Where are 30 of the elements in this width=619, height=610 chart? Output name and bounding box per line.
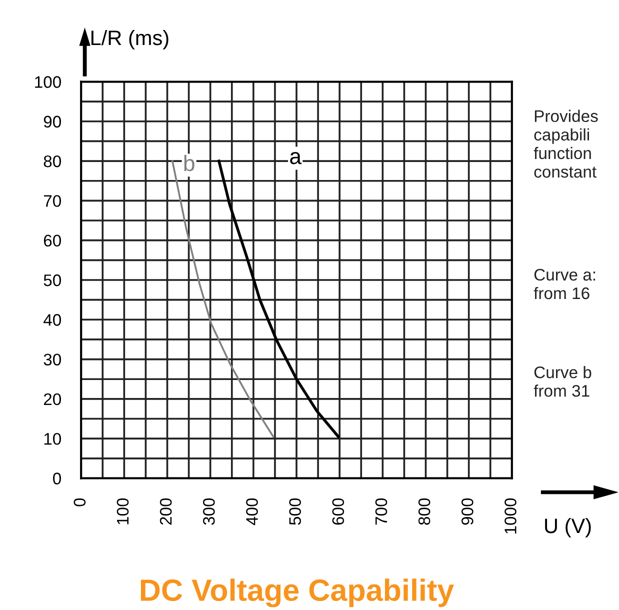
x-tick-label: 600 [332,498,344,525]
text: Curve a: from 16 [534,268,596,300]
x-tick-label: 400 [246,498,258,526]
x-tick-label: 100 [116,498,129,524]
text: Provides capabili function constant [534,110,598,178]
y-tick-label: 40 [43,314,61,326]
x-tick-label: 800 [418,498,430,525]
x-tick-label: 500 [289,498,301,525]
x-tick-label: 300 [203,498,215,525]
y-tick-label: 30 [44,354,61,366]
x-tick-label: 200 [160,498,172,525]
x-tick-label: 1000 [504,498,516,534]
text: Curve b from 31 [534,366,592,397]
y-tick-label: 90 [44,116,61,128]
text: DC Voltage Capability [140,578,454,608]
y-axis-title: L/R (ms) [91,30,168,50]
y-tick-label: 50 [44,274,61,286]
y-tick-label: 0 [53,472,61,484]
text: a [290,152,302,164]
y-tick-label: 20 [44,393,61,406]
x-tick-label: 900 [462,498,474,525]
y-tick-label: 100 [35,76,61,88]
y-tick-label: 10 [44,432,61,445]
y-tick-label: 80 [44,155,61,168]
y-tick-label: 60 [44,234,61,247]
x-tick-label: 0 [74,498,86,506]
x-axis-title: U (V) [545,518,591,538]
series-label: b [184,154,194,172]
x-tick-label: 700 [375,498,388,525]
y-tick-label: 70 [44,195,61,207]
